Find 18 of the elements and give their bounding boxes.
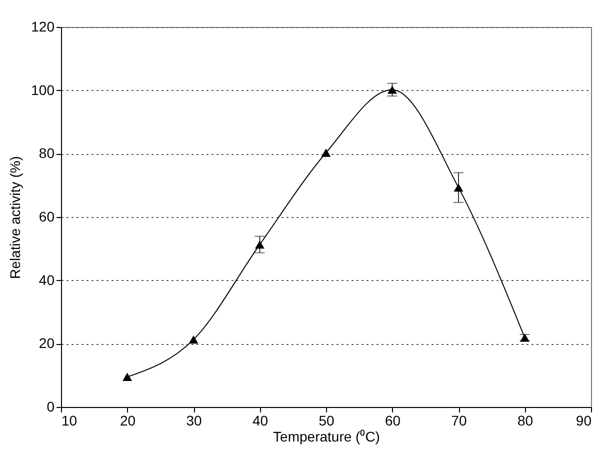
y-tick-label: 0 — [46, 398, 55, 414]
y-tick-label: 100 — [31, 82, 55, 98]
y-tick-label: 20 — [38, 335, 55, 352]
x-tick-label: 80 — [517, 412, 534, 428]
y-axis-title: Relative activity (%) — [7, 156, 24, 279]
x-tick-label: 60 — [384, 412, 401, 428]
x-tick-label: 20 — [120, 412, 136, 428]
x-tick-label: 70 — [451, 412, 467, 428]
x-tick-label: 30 — [186, 412, 202, 428]
x-tick-label: 90 — [576, 412, 592, 428]
y-tick-label: 40 — [38, 272, 55, 288]
y-tick-label: 80 — [38, 145, 55, 162]
y-tick-label: 120 — [31, 18, 55, 34]
y-tick-label: 60 — [38, 208, 55, 224]
x-axis-title: Temperature (⁰C) — [273, 428, 380, 444]
x-tick-label: 50 — [318, 412, 334, 428]
x-tick-label: 40 — [252, 412, 268, 428]
x-tick-label: 10 — [62, 412, 78, 428]
